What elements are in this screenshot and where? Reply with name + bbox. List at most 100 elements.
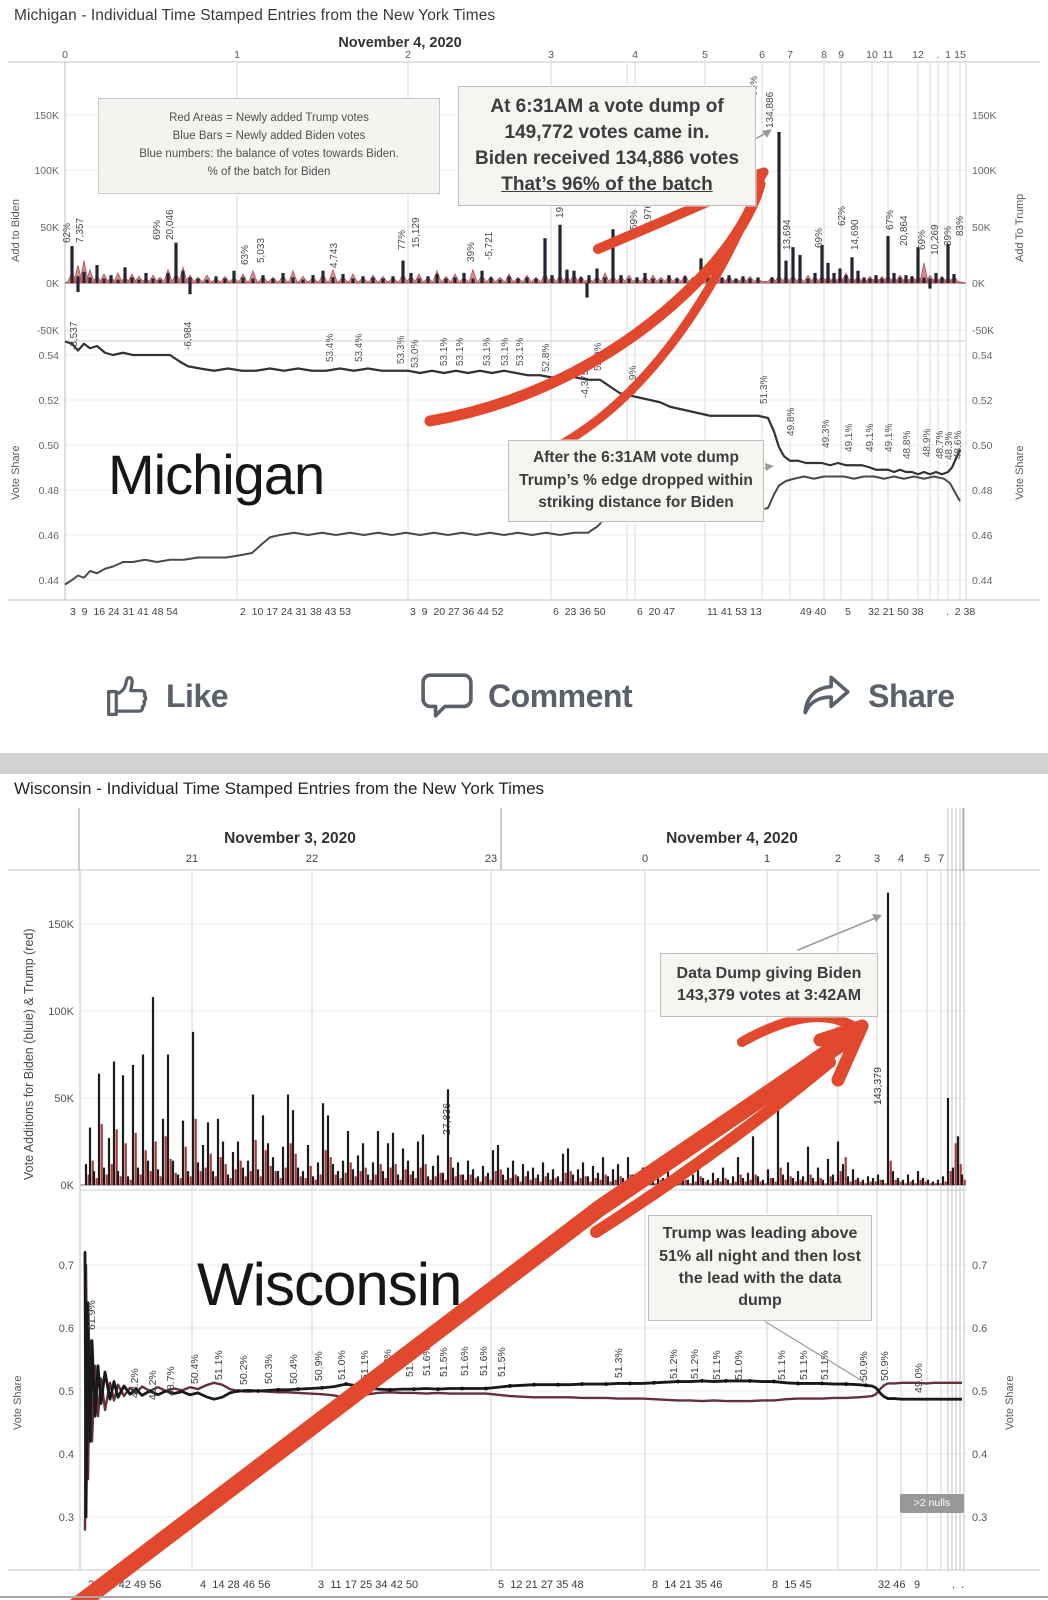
svg-text:51.2%: 51.2% [668,1349,680,1379]
svg-text:50K: 50K [40,222,59,234]
svg-text:4: 4 [632,49,638,61]
svg-text:48.7%: 48.7% [165,1366,177,1396]
svg-text:53.1%: 53.1% [515,338,526,366]
thumbs-up-icon [107,675,148,717]
svg-text:10: 10 [866,49,878,61]
svg-text:-4,375: -4,375 [580,369,591,398]
wisconsin-date-header-nov4: November 4, 2020 [666,830,798,847]
legend-line: Blue Bars = Newly added Biden votes [172,130,366,143]
svg-text:0.50: 0.50 [972,440,993,452]
svg-text:2: 2 [405,49,411,61]
svg-text:51.1%: 51.1% [798,1350,810,1380]
svg-text:49 40: 49 40 [800,606,826,618]
svg-text:6: 6 [759,49,765,61]
svg-text:150K: 150K [34,110,59,122]
svg-text:62%: 62% [62,223,73,243]
wisconsin-data-dump-annotation: Data Dump giving Biden 143,379 votes at … [660,953,878,1017]
svg-text:51.0%: 51.0% [336,1350,348,1380]
svg-text:7: 7 [938,853,944,865]
svg-text:11 41 53 13: 11 41 53 13 [707,606,762,618]
svg-text:150K: 150K [972,110,997,122]
michigan-left-share-axis-label: Vote Share [10,445,22,500]
svg-text:27,836: 27,836 [441,1103,453,1135]
svg-text:50.4%: 50.4% [288,1354,300,1384]
svg-text:32 46: 32 46 [878,1579,906,1591]
post-divider [0,753,1048,774]
svg-text:51.3%: 51.3% [759,376,770,404]
svg-text:7: 7 [787,49,793,61]
svg-text:48.2%: 48.2% [129,1368,141,1398]
michigan-after-dump-annotation: After the 6:31AM vote dump Trump’s % edg… [508,440,764,522]
svg-text:0.48: 0.48 [39,485,60,497]
svg-text:39%: 39% [466,242,477,262]
svg-text:0.5: 0.5 [59,1386,74,1398]
svg-text:0K: 0K [61,1180,75,1192]
svg-text:3: 3 [548,49,554,61]
svg-text:0.6: 0.6 [972,1323,987,1335]
svg-text:3: 3 [874,853,880,865]
svg-text:5 12 21 27 35 48: 5 12 21 27 35 48 [498,1579,584,1591]
svg-text:48.7%: 48.7% [935,431,946,459]
wisconsin-bar-axis-label: Vote Additions for Biden (bluie) & Trump… [22,928,36,1180]
note-line: 51% all night and then lost [659,1247,861,1265]
svg-text:51.1%: 51.1% [711,1350,723,1380]
share-button[interactable]: Share [800,669,955,723]
svg-text:53.1%: 53.1% [500,338,511,366]
svg-text:0.46: 0.46 [972,530,993,542]
svg-text:62%: 62% [837,206,848,226]
svg-text:49.8%: 49.8% [786,408,797,436]
svg-text:51.2%: 51.2% [689,1349,701,1379]
svg-text:0.4: 0.4 [59,1449,74,1461]
michigan-chart [64,131,967,586]
svg-text:21: 21 [186,853,198,865]
svg-text:6 23 36 50: 6 23 36 50 [553,606,606,618]
svg-text:100K: 100K [972,165,997,177]
svg-text:51.6%: 51.6% [421,1346,433,1376]
note-line: Trump was leading above [662,1225,858,1243]
svg-text:50.2%: 50.2% [238,1355,250,1385]
svg-text:50K: 50K [972,222,991,234]
note-line: dump [738,1292,782,1310]
wisconsin-chart [83,892,966,1531]
red-annotation-arrows [69,129,882,1600]
svg-text:49.0%: 49.0% [913,1363,925,1393]
gridlines [8,61,1040,1571]
svg-text:48.2%: 48.2% [147,1370,159,1400]
social-action-bar: Like Comment Share [0,640,1048,752]
svg-text:0K: 0K [972,278,985,290]
svg-text:51.0%: 51.0% [733,1350,745,1380]
svg-text:23: 23 [485,853,497,865]
svg-text:15: 15 [954,49,966,61]
note-line: Data Dump giving Biden [676,964,862,982]
svg-text:49.1%: 49.1% [844,424,855,452]
svg-text:9,976: 9,976 [643,203,654,228]
svg-text:83%: 83% [955,216,966,236]
svg-text:32 21 50 38: 32 21 50 38 [868,606,924,618]
comment-button[interactable]: Comment [420,669,633,723]
svg-text:53.3%: 53.3% [396,336,407,364]
svg-text:51.1%: 51.1% [776,1350,788,1380]
svg-text:. 2 38: . 2 38 [946,606,975,618]
svg-text:49.3%: 49.3% [821,420,832,448]
svg-text:0.3: 0.3 [59,1512,74,1524]
svg-text:77%: 77% [397,230,408,250]
svg-text:9: 9 [838,49,844,61]
michigan-right-bar-axis-label: Add To Trump [1014,193,1026,262]
svg-text:100K: 100K [34,165,59,177]
svg-text:8: 8 [821,49,827,61]
svg-text:0.6: 0.6 [59,1323,74,1335]
svg-text:8 15 45: 8 15 45 [772,1579,812,1591]
svg-text:53.1%: 53.1% [482,338,493,366]
svg-text:1: 1 [764,853,770,865]
svg-text:.: . [937,49,940,61]
note-line: 149,772 votes came in. [504,121,710,143]
note-line: After the 6:31AM vote dump [533,449,739,467]
svg-text:53.4%: 53.4% [354,334,365,362]
svg-text:20,864: 20,864 [899,215,910,246]
svg-text:50.3%: 50.3% [263,1354,275,1384]
michigan-left-bar-axis-label: Add to Biden [10,199,22,262]
svg-text:0K: 0K [46,278,59,290]
like-button[interactable]: Like [100,670,229,722]
svg-text:50.9%: 50.9% [313,1351,325,1381]
svg-text:150K: 150K [48,919,74,931]
